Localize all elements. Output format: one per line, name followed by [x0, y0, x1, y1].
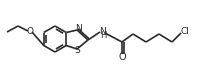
- Text: N: N: [75, 24, 81, 33]
- Text: O: O: [26, 28, 34, 37]
- Text: Cl: Cl: [180, 26, 189, 35]
- Text: S: S: [74, 46, 80, 55]
- Text: N: N: [100, 26, 106, 35]
- Text: H: H: [100, 32, 106, 40]
- Text: O: O: [118, 51, 126, 61]
